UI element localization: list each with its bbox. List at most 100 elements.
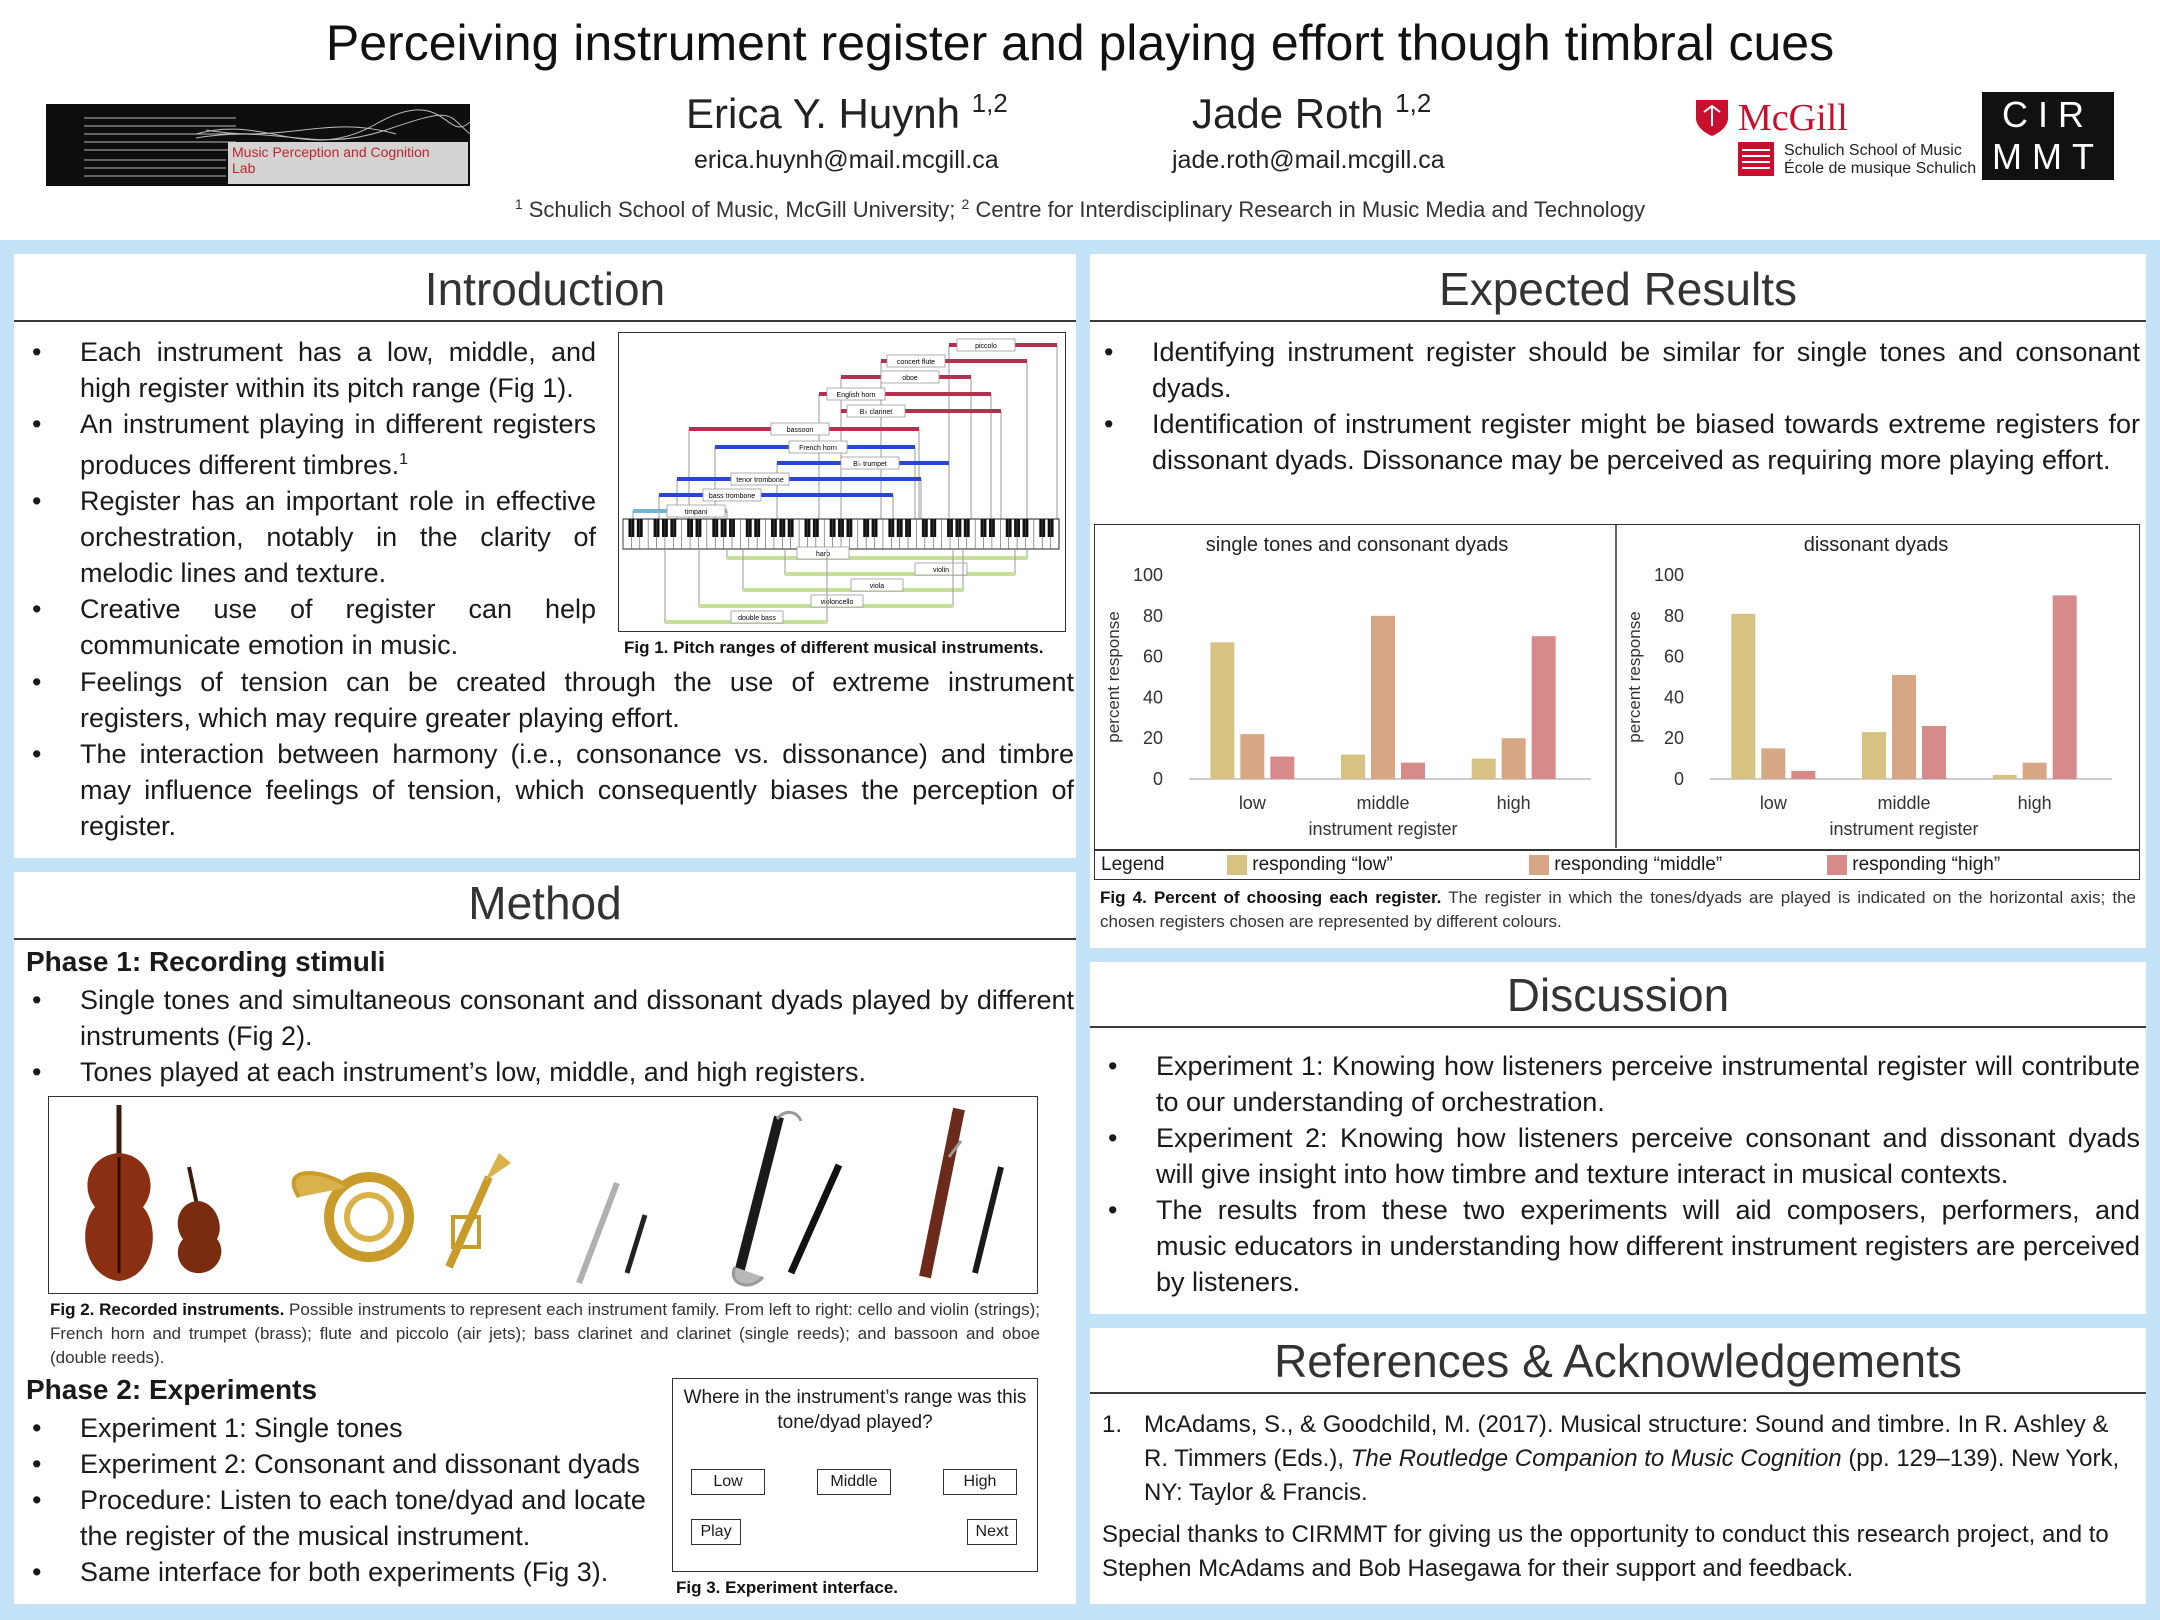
fig4-charts: single tones and consonant dyads 0 20 40 60 8… [1094, 524, 2140, 850]
range-label-box [956, 338, 1016, 352]
mcgill-shield-icon [1696, 100, 1728, 136]
references-rule [1090, 1392, 2146, 1394]
cirmmt-logo: CIR MMT [1982, 92, 2114, 180]
low-button[interactable]: Low [691, 1469, 765, 1495]
violin-icon [177, 1166, 222, 1274]
list-item: Identification of instrument register mi… [1096, 406, 2140, 478]
affiliation-2: Centre for Interdisciplinary Research in… [975, 197, 1646, 222]
range-bar [819, 392, 991, 396]
mcgill-wordmark: McGill [1738, 97, 1848, 139]
list-item: Experiment 2: Knowing how listeners perc… [1100, 1120, 2140, 1192]
range-label-box [702, 488, 762, 502]
play-button[interactable]: Play [691, 1519, 741, 1545]
range-label: violoncello [821, 599, 854, 606]
reference-book-title: The Routledge Companion to Music Cogniti… [1350, 1445, 1842, 1472]
expected-results-panel: Expected Results Identifying instrument … [1090, 254, 2146, 948]
fig2-caption: Fig 2. Recorded instruments. Possible in… [50, 1298, 1040, 1370]
clarinet-icon [787, 1163, 843, 1275]
acknowledgements: Special thanks to CIRMMT for giving us t… [1102, 1521, 2109, 1582]
y-tick-label: 60 [1143, 647, 1163, 667]
range-label: B♭ clarinet [860, 408, 893, 416]
list-item: Tones played at each instrument’s low, m… [24, 1054, 1074, 1090]
reference-number: 1. [1102, 1411, 1123, 1438]
next-button[interactable]: Next [967, 1519, 1017, 1545]
bar-middle-low [1862, 732, 1886, 779]
range-label: double bass [738, 615, 776, 622]
high-button[interactable]: High [943, 1469, 1017, 1495]
y-tick-label: 40 [1664, 687, 1684, 707]
interface-question: Where in the instrument’s range was this… [683, 1387, 1027, 1433]
intro-bullet-text: An instrument playing in different regis… [80, 409, 596, 480]
legend-label-middle: responding “middle” [1554, 854, 1723, 875]
range-label: B♭ trumpet [853, 460, 887, 468]
bar-middle-low [1341, 754, 1365, 779]
x-axis-label: instrument register [1308, 819, 1457, 839]
range-label-box [666, 504, 726, 518]
author-1-email: erica.huynh@mail.mcgill.ca [694, 146, 999, 174]
list-item: Feelings of tension can be created throu… [24, 664, 1074, 736]
oboe-icon [972, 1166, 1004, 1274]
list-item: Single tones and simultaneous consonant … [24, 982, 1074, 1054]
bar-low-low [1210, 642, 1235, 779]
range-label-box [846, 404, 906, 418]
range-bar [841, 409, 1001, 413]
y-tick-label: 100 [1654, 565, 1684, 585]
discussion-rule [1090, 1026, 2146, 1028]
list-item: The interaction between harmony (i.e., c… [24, 736, 1074, 844]
range-label: oboe [902, 375, 918, 382]
method-rule [14, 938, 1076, 940]
middle-button[interactable]: Middle [817, 1469, 891, 1495]
fig1-instrument-ranges: piccolo concert flute oboe English horn B♭ c… [618, 332, 1066, 632]
x-tick-label: low [1760, 793, 1788, 813]
range-label: timpani [685, 509, 708, 516]
range-label: French horn [799, 445, 837, 452]
author-2-name: Jade Roth [1192, 90, 1384, 137]
cirmmt-line-2: MMT [1992, 136, 2104, 177]
list-item: Procedure: Listen to each tone/dyad and … [24, 1482, 680, 1554]
range-label-box [850, 578, 904, 592]
expected-results-heading: Expected Results [1439, 263, 1797, 315]
range-bar [785, 572, 1015, 576]
y-tick-label: 0 [1674, 769, 1684, 789]
bar-low-high [1270, 756, 1295, 779]
reference-text-b: (pp. 129–139). New York, NY: Taylor & Fr… [1144, 1445, 2120, 1506]
method-heading: Method [468, 877, 622, 929]
affiliations: 1 Schulich School of Music, McGill Unive… [514, 196, 1646, 222]
list-item: Experiment 1: Single tones [24, 1410, 680, 1446]
expected-results-rule [1090, 320, 2146, 322]
range-bar [881, 359, 1027, 363]
range-label: tenor trombone [736, 477, 784, 484]
y-tick-label: 60 [1664, 647, 1684, 667]
fig2-instruments [48, 1096, 1038, 1294]
range-label-box [730, 472, 790, 486]
bar-middle-middle [1371, 615, 1395, 779]
piccolo-icon [624, 1214, 648, 1274]
legend-item-middle: responding “middle” [1529, 854, 1722, 876]
author-1-name: Erica Y. Huynh [686, 90, 960, 137]
references-heading: References & Acknowledgements [1274, 1335, 1962, 1387]
fig1-range-diagram: piccolo concert flute oboe English horn B♭ c… [622, 338, 1060, 624]
bar-middle-high [1401, 762, 1425, 779]
legend-item-high: responding “high” [1827, 854, 2000, 876]
expected-bullet-text: Identifying instrument register should b… [1152, 337, 2140, 403]
fig2-caption-title: Fig 2. Recorded instruments. [50, 1300, 285, 1319]
range-label-box [826, 387, 886, 401]
bar-high-high [1531, 636, 1556, 779]
discussion-bullet-text: Experiment 2: Knowing how listeners perc… [1156, 1123, 2140, 1189]
y-tick-label: 80 [1143, 606, 1163, 626]
expected-bullet-text: Identification of instrument register mi… [1152, 409, 2140, 475]
reference-item: 1. McAdams, S., & Goodchild, M. (2017). … [1100, 1408, 2130, 1510]
list-item: The results from these two experiments w… [1100, 1192, 2140, 1300]
bar-high-low [1471, 758, 1496, 779]
schulich-mark-icon [1738, 142, 1774, 176]
range-label-box [880, 370, 940, 384]
y-tick-label: 0 [1153, 769, 1163, 789]
schulich-label-fr: École de musique Schulich [1784, 160, 1977, 177]
introduction-bullets-bottom: Feelings of tension can be created throu… [24, 664, 1074, 844]
phase2-heading: Phase 2: Experiments [26, 1374, 318, 1405]
range-label: piccolo [975, 343, 997, 350]
legend-title: Legend [1101, 854, 1165, 875]
fig4-legend: Legend responding “low” responding “midd… [1094, 850, 2140, 880]
bar-high-middle [2022, 762, 2047, 779]
y-tick-label: 40 [1143, 687, 1163, 707]
